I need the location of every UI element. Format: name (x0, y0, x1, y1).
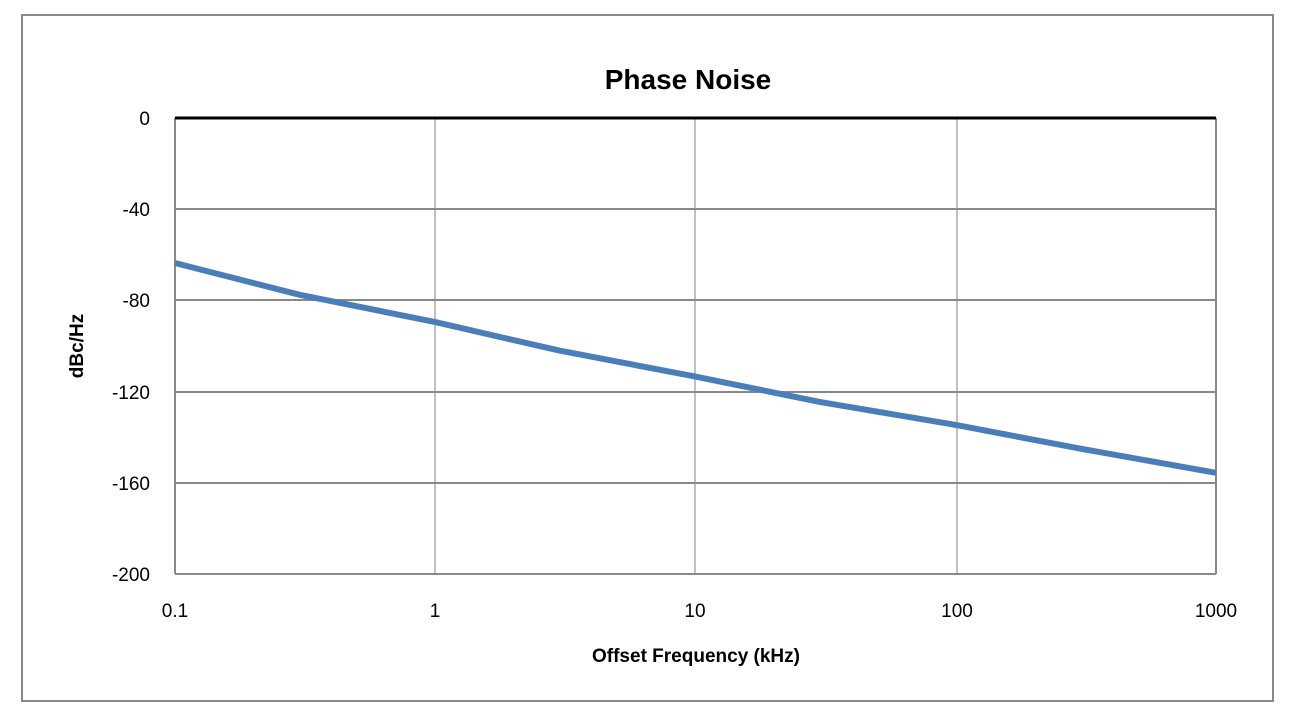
gridlines (174, 118, 1217, 575)
chart-frame (21, 14, 1274, 702)
x-tick: 1000 (1195, 601, 1237, 622)
y-tick: -200 (112, 565, 150, 586)
y-axis-label: dBc/Hz (67, 314, 88, 378)
chart-title: Phase Noise (605, 64, 772, 95)
x-axis-ticks: 0.1 1 10 100 1000 (162, 601, 1237, 622)
phase-noise-series-line (174, 260, 1217, 476)
y-tick: -160 (112, 474, 150, 495)
y-axis-ticks: 0 -40 -80 -120 -160 -200 (112, 109, 150, 586)
y-tick: -120 (112, 383, 150, 404)
y-tick: 0 (139, 109, 150, 130)
x-axis-label: Offset Frequency (kHz) (592, 646, 800, 667)
x-tick: 100 (941, 601, 973, 622)
x-tick: 1 (430, 601, 441, 622)
y-tick: -80 (123, 291, 150, 312)
x-tick: 0.1 (162, 601, 188, 622)
y-tick: -40 (123, 200, 150, 221)
x-tick: 10 (684, 601, 705, 622)
